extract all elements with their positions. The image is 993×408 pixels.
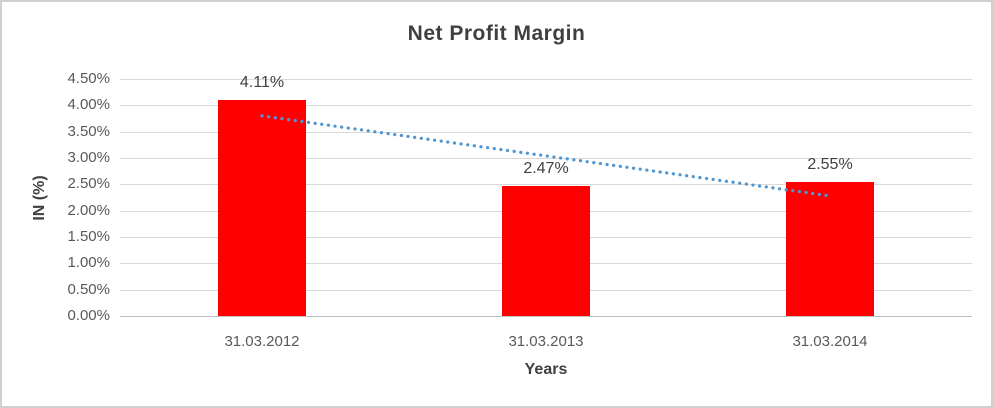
gridline [120,184,972,186]
x-tick-label: 31.03.2014 [792,333,868,350]
y-tick-label: 0.50% [67,280,110,298]
gridline [120,79,972,80]
y-tick-label: 1.50% [67,228,110,245]
y-tick-label: 2.00% [67,201,110,219]
y-tick-label: 2.50% [67,175,110,193]
y-tick-label: 3.50% [67,122,110,140]
y-tick-label: 3.00% [67,149,110,166]
x-tick-label: 31.03.2013 [508,333,584,350]
trendline [260,114,832,198]
x-axis-line [120,316,972,317]
plot-area [120,79,972,317]
y-tick-label: 4.00% [67,96,110,114]
bar-31.03.2013 [502,185,590,316]
data-label: 2.55% [807,155,853,173]
y-tick-label: 1.00% [67,254,110,272]
x-tick-label: 31.03.2012 [224,333,300,350]
chart-title: Net Profit Margin [407,22,586,45]
bar-31.03.2014 [786,181,874,316]
data-label: 4.11% [239,73,285,91]
gridline [120,131,972,133]
gridline [120,158,972,159]
data-label: 2.47% [523,159,569,177]
y-tick-label: 0.00% [67,307,110,324]
x-axis-title: Years [524,361,568,378]
bar-31.03.2012 [218,99,306,316]
gridline [120,105,972,107]
y-tick-label: 4.50% [67,70,110,87]
